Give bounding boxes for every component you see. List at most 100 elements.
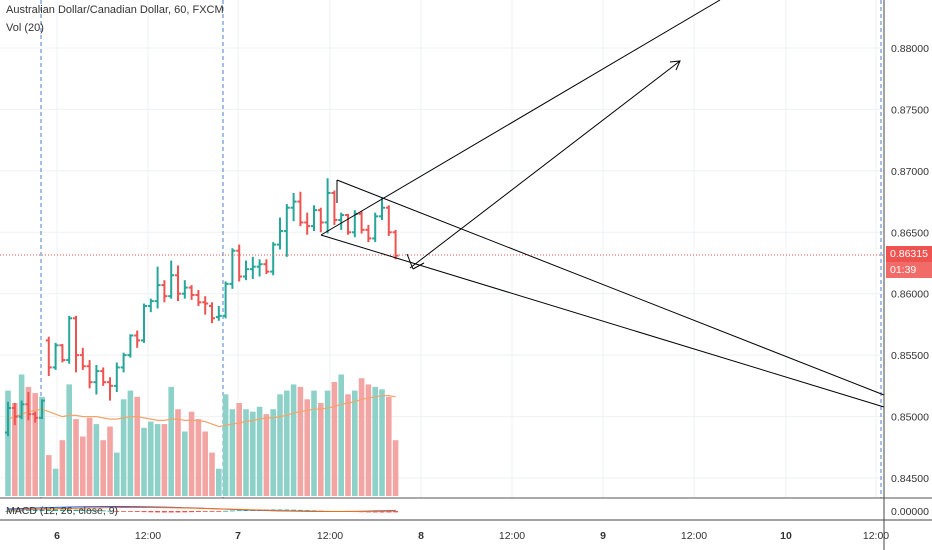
volume-bar xyxy=(379,389,385,496)
price-bar xyxy=(358,211,365,234)
volume-bar xyxy=(352,390,358,496)
price-bar xyxy=(25,392,32,421)
volume-bar xyxy=(358,378,365,496)
price-bar xyxy=(161,280,168,303)
macd-histogram-bar xyxy=(87,509,93,511)
volume-bar xyxy=(39,396,45,496)
price-bar xyxy=(392,229,399,260)
chart-title: Australian Dollar/Canadian Dollar, 60, F… xyxy=(6,4,224,16)
macd-histogram-bar xyxy=(5,511,11,512)
time-tick-label: 12:00 xyxy=(317,530,343,542)
volume-bar xyxy=(148,421,154,496)
price-bar xyxy=(181,280,188,299)
time-tick-label: 12:00 xyxy=(863,530,889,542)
price-tick-label: 0.86500 xyxy=(891,227,929,239)
price-bar xyxy=(79,347,86,370)
macd-histogram-bar xyxy=(393,511,399,513)
price-bar xyxy=(134,330,141,348)
macd-histogram-bar xyxy=(168,511,174,513)
price-tick-label: 0.85000 xyxy=(891,412,929,424)
macd-histogram-bar xyxy=(216,511,222,512)
time-tick-label: 12:00 xyxy=(499,530,525,542)
macd-histogram-bar xyxy=(93,510,99,512)
price-bar xyxy=(147,298,154,313)
macd-signal-line xyxy=(7,507,396,513)
price-tick-label: 0.87000 xyxy=(891,166,929,178)
arrow-shaft xyxy=(409,60,681,269)
price-bar xyxy=(345,213,351,235)
price-bar xyxy=(385,205,392,236)
volume-pane xyxy=(5,374,399,496)
volume-bar xyxy=(236,403,242,496)
macd-histogram-bar xyxy=(12,510,18,512)
volume-bar xyxy=(277,394,283,496)
volume-bar xyxy=(195,419,202,496)
macd-histogram-bar xyxy=(202,511,208,512)
macd-histogram-bar xyxy=(73,509,79,511)
price-bar xyxy=(229,248,236,289)
volume-bar xyxy=(243,409,249,496)
macd-histogram-bar xyxy=(182,511,188,513)
price-bar xyxy=(175,265,181,302)
price-bar xyxy=(45,336,52,377)
volume-bar xyxy=(32,393,38,496)
volume-bar xyxy=(304,399,310,496)
price-bar xyxy=(270,242,277,276)
price-bar xyxy=(331,190,338,225)
price-bar xyxy=(120,352,127,373)
volume-bar xyxy=(338,374,344,496)
bar-countdown: 01:39 xyxy=(886,262,932,278)
price-bar xyxy=(107,377,113,401)
price-bar xyxy=(5,401,11,437)
candle-series xyxy=(0,178,884,437)
volume-bar xyxy=(372,386,378,496)
time-axis[interactable]: 6 12:00 7 12:00 8 12:00 9 12:00 10 12:00 xyxy=(54,530,889,542)
price-bar xyxy=(168,260,175,299)
volume-bar xyxy=(114,452,120,496)
volume-bar xyxy=(161,424,168,496)
volume-bar xyxy=(311,390,317,496)
volume-bar xyxy=(18,374,25,496)
arrow-head xyxy=(669,60,681,71)
time-tick-label: 12:00 xyxy=(135,530,161,542)
price-tick-label: 0.85500 xyxy=(891,350,929,362)
macd-histogram-bar xyxy=(107,510,113,512)
macd-histogram-bar xyxy=(46,509,52,511)
time-tick-label: 6 xyxy=(54,530,60,542)
drawing-tools[interactable] xyxy=(320,0,885,408)
macd-histogram-bar xyxy=(209,511,215,512)
volume-bar xyxy=(154,424,161,496)
macd-legend: MACD (12, 26, close, 9) xyxy=(6,505,119,517)
macd-histogram-bar xyxy=(189,511,195,513)
volume-bar xyxy=(202,431,208,496)
macd-histogram-bar xyxy=(155,511,161,513)
time-tick-label: 9 xyxy=(600,530,606,542)
volume-bar xyxy=(216,468,222,496)
macd-histogram-bar xyxy=(297,509,303,511)
pattern-line xyxy=(412,262,425,270)
volume-bar xyxy=(250,411,256,496)
volume-bar xyxy=(297,386,304,496)
price-bar xyxy=(93,364,100,395)
price-bar xyxy=(263,259,270,275)
volume-bar xyxy=(324,390,331,496)
macd-histogram-bar xyxy=(25,510,31,511)
price-bar xyxy=(365,224,372,243)
price-tick-label: 0.86000 xyxy=(891,289,929,301)
volume-bar xyxy=(127,390,134,496)
volume-bar xyxy=(100,440,106,496)
volume-bar xyxy=(188,411,195,496)
macd-histogram-bar xyxy=(59,509,65,511)
price-bar xyxy=(66,315,73,364)
volume-bar xyxy=(66,384,72,496)
volume-bar xyxy=(331,381,338,496)
volume-bar xyxy=(229,409,236,496)
macd-histogram-bar xyxy=(304,510,310,511)
volume-bar xyxy=(222,394,229,496)
macd-histogram-bar xyxy=(114,511,120,512)
macd-histogram-bar xyxy=(175,511,181,513)
volume-bar xyxy=(52,468,59,496)
volume-bar xyxy=(46,455,52,496)
